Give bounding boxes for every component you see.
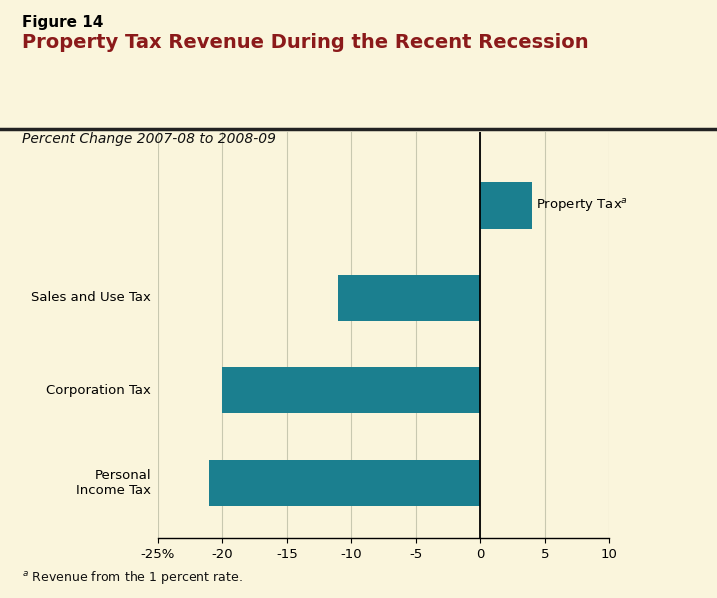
- Text: $^{a}$ Revenue from the 1 percent rate.: $^{a}$ Revenue from the 1 percent rate.: [22, 569, 242, 586]
- Bar: [209, 460, 480, 506]
- Bar: [338, 275, 480, 321]
- Text: Percent Change 2007-08 to 2008-09: Percent Change 2007-08 to 2008-09: [22, 132, 275, 145]
- Bar: [480, 182, 532, 228]
- Text: Figure 14: Figure 14: [22, 15, 103, 30]
- Bar: [222, 367, 480, 413]
- Text: Property Tax$^{a}$: Property Tax$^{a}$: [536, 197, 628, 214]
- Text: Sales and Use Tax: Sales and Use Tax: [32, 291, 151, 304]
- Text: Property Tax Revenue During the Recent Recession: Property Tax Revenue During the Recent R…: [22, 33, 588, 52]
- Text: Personal
Income Tax: Personal Income Tax: [76, 469, 151, 497]
- Text: Corporation Tax: Corporation Tax: [47, 384, 151, 397]
